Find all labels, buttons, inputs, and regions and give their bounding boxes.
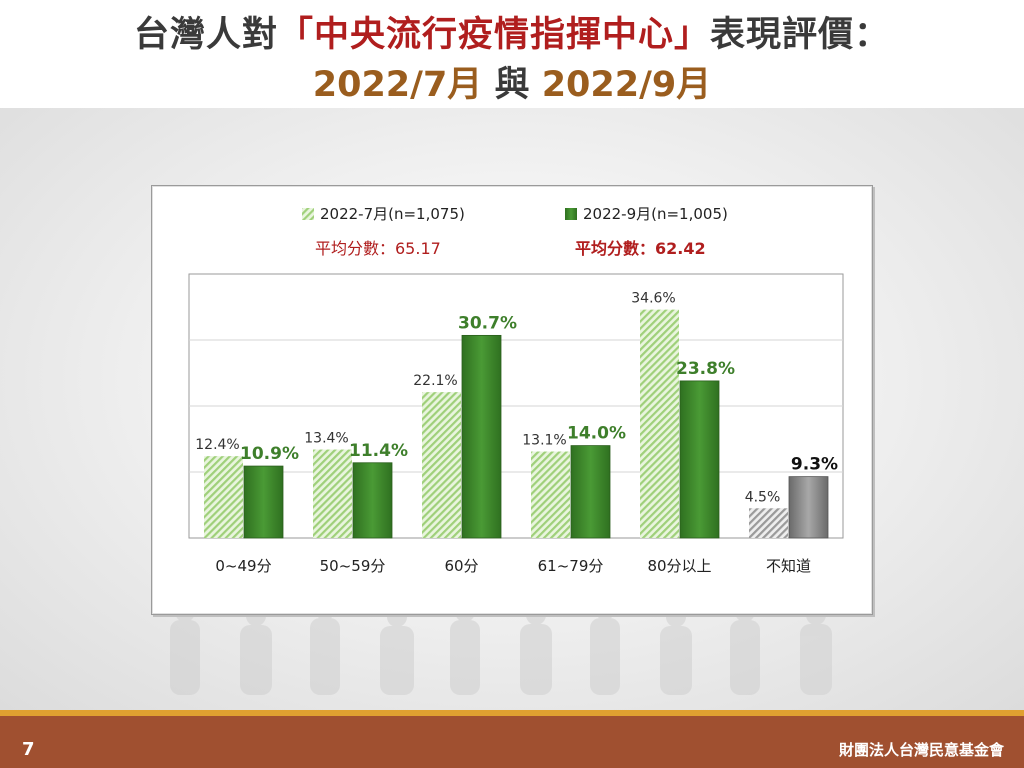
category-label: 不知道	[766, 557, 811, 575]
bar-series1	[313, 449, 352, 538]
data-label-series2: 30.7%	[458, 313, 517, 333]
organization-name: 財團法人台灣民意基金會	[838, 741, 1004, 759]
subtitle-date-b: 2022/9月	[541, 65, 712, 105]
legend-label-series2: 2022-9月(n=1,005)	[583, 205, 728, 223]
bar-series2	[570, 445, 611, 539]
bar-series2	[352, 462, 393, 539]
bar-series1	[749, 508, 788, 538]
title-suffix: 表現評價：	[710, 15, 891, 55]
bar-series1	[204, 456, 243, 538]
bar-series1	[422, 392, 461, 538]
data-label-series2: 10.9%	[240, 444, 299, 464]
data-label-series1: 13.4%	[304, 431, 348, 447]
average-score-series1: 平均分數：65.17	[315, 239, 441, 258]
category-label: 0~49分	[215, 557, 271, 575]
data-label-series1: 4.5%	[745, 489, 781, 505]
data-label-series2: 11.4%	[349, 441, 408, 461]
data-label-series1: 34.6%	[631, 291, 675, 307]
legend-label-series1: 2022-7月(n=1,075)	[320, 205, 465, 223]
bar-chart: 2022-7月(n=1,075) 2022-9月(n=1,005) 平均分數：6…	[188, 205, 844, 575]
crowd-silhouette-decoration	[170, 600, 832, 695]
category-label: 60分	[444, 557, 478, 575]
bar-series2	[679, 380, 720, 539]
subtitle-connector: 與	[482, 65, 542, 105]
slide-subtitle: 2022/7月 與 2022/9月	[0, 56, 1024, 107]
category-label: 80分以上	[647, 557, 711, 575]
data-label-series1: 13.1%	[522, 433, 566, 449]
legend-swatch-series2	[565, 208, 577, 220]
data-label-series1: 22.1%	[413, 373, 457, 389]
footer-bar: 7 財團法人台灣民意基金會	[0, 710, 1024, 768]
average-score-series2: 平均分數：62.42	[575, 239, 706, 258]
bar-series1	[531, 451, 570, 538]
legend-swatch-series1	[302, 208, 314, 220]
title-prefix: 台灣人對	[133, 15, 278, 55]
category-label: 50~59分	[320, 557, 386, 575]
bar-series2	[243, 465, 284, 539]
bar-series1	[640, 309, 679, 538]
data-label-series2: 23.8%	[676, 359, 735, 379]
data-label-series1: 12.4%	[195, 437, 239, 453]
chart-panel: 2022-7月(n=1,075) 2022-9月(n=1,005) 平均分數：6…	[151, 185, 873, 615]
bar-series2	[788, 476, 829, 539]
title-highlight: 「中央流行疫情指揮中心」	[277, 15, 710, 55]
bar-series2	[461, 334, 502, 539]
subtitle-date-a: 2022/7月	[312, 65, 483, 105]
category-label: 61~79分	[538, 557, 604, 575]
slide-title: 台灣人對「中央流行疫情指揮中心」表現評價：	[0, 6, 1024, 57]
data-label-series2: 14.0%	[567, 424, 626, 444]
data-label-series2: 9.3%	[791, 455, 838, 475]
page-number: 7	[22, 739, 35, 760]
